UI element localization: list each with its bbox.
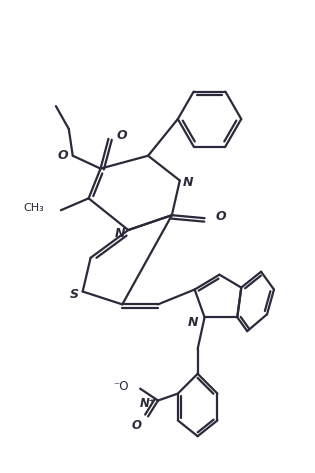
- Text: O: O: [58, 149, 68, 162]
- Text: N: N: [115, 227, 126, 239]
- Text: ⁻O: ⁻O: [113, 380, 128, 393]
- Text: N: N: [187, 316, 198, 329]
- Text: O: O: [117, 130, 128, 142]
- Text: CH₃: CH₃: [23, 203, 44, 213]
- Text: O: O: [215, 210, 226, 223]
- Text: O: O: [131, 419, 141, 432]
- Text: N⁺: N⁺: [140, 397, 156, 410]
- Text: N: N: [182, 176, 193, 189]
- Text: S: S: [70, 288, 79, 301]
